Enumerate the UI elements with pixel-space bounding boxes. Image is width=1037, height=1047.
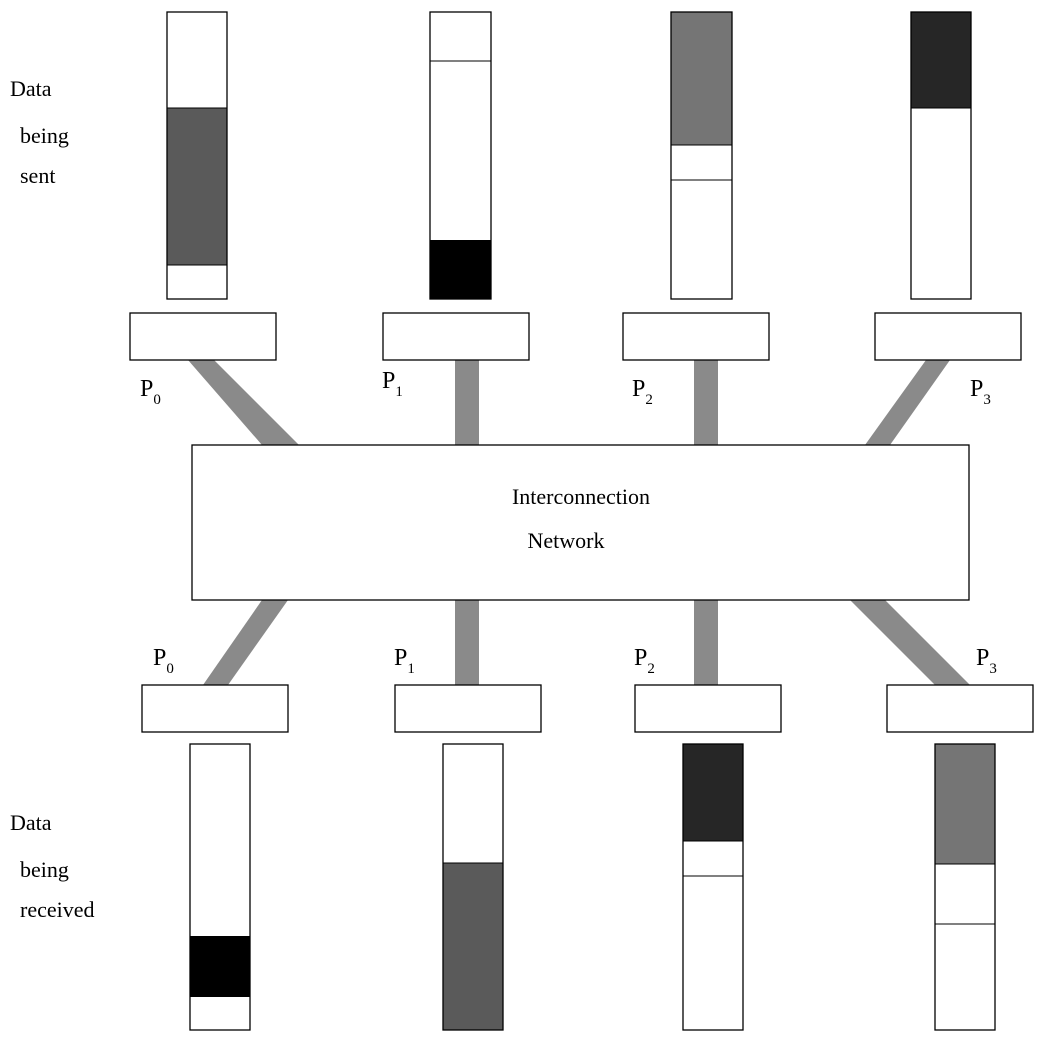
send-buffer-p3-outline bbox=[910, 11, 972, 300]
recv-buffer-p3-outline bbox=[934, 743, 996, 1031]
link-bottom-p3 bbox=[850, 600, 970, 685]
recv-buffer-p2 bbox=[682, 743, 744, 1031]
sent-label-line2: being bbox=[20, 123, 69, 148]
receiving-processors: P0 P1 P2 P3 bbox=[141, 645, 1034, 733]
sent-label-line3: sent bbox=[20, 163, 55, 188]
link-bottom-p2 bbox=[694, 600, 718, 685]
recv-buffer-p1-outline bbox=[442, 743, 504, 1031]
send-buffer-p1-outline bbox=[429, 11, 492, 300]
link-bottom-p0 bbox=[203, 600, 288, 685]
network-label-line1: Interconnection bbox=[512, 484, 650, 509]
send-buffer-p1-block-black bbox=[430, 240, 491, 299]
received-label-line1: Data bbox=[10, 810, 52, 835]
link-bottom-p1 bbox=[455, 600, 479, 685]
recv-processor-p1 bbox=[394, 684, 542, 733]
sent-label: Data being sent bbox=[10, 76, 69, 188]
send-processor-p3 bbox=[874, 312, 1022, 361]
send-buffer-p2-block-mid-gray bbox=[671, 12, 732, 145]
recv-buffer-p2-block-near-black bbox=[683, 744, 743, 841]
send-processor-p2 bbox=[622, 312, 770, 361]
received-label-line3: received bbox=[20, 897, 95, 922]
interconnection-network: Interconnection Network bbox=[191, 444, 970, 601]
send-label-p0: P0 bbox=[140, 376, 161, 408]
recv-label-p2: P2 bbox=[634, 645, 655, 677]
send-processor-p1 bbox=[382, 312, 530, 361]
sent-label-line1: Data bbox=[10, 76, 52, 101]
recv-buffer-p0-outline bbox=[189, 743, 251, 1031]
send-buffer-p0-block-dark-gray bbox=[167, 108, 227, 265]
send-buffer-p2 bbox=[670, 11, 733, 300]
send-buffer-p0-outline bbox=[166, 11, 228, 300]
recv-buffer-p1-block-dark-gray bbox=[443, 863, 503, 1030]
links bbox=[188, 360, 970, 685]
recv-label-p1: P1 bbox=[394, 645, 415, 677]
recv-buffer-p3 bbox=[934, 743, 996, 1031]
network-box bbox=[191, 444, 970, 601]
received-label-line2: being bbox=[20, 857, 69, 882]
link-top-p3 bbox=[865, 360, 950, 445]
recv-label-p0: P0 bbox=[153, 645, 174, 677]
recv-buffer-p2-outline bbox=[682, 743, 744, 1031]
send-label-p1: P1 bbox=[382, 368, 403, 400]
received-label: Data being received bbox=[10, 810, 95, 922]
link-top-p1 bbox=[455, 360, 479, 445]
send-label-p3: P3 bbox=[970, 376, 991, 408]
network-label-line2: Network bbox=[528, 528, 605, 553]
link-top-p2 bbox=[694, 360, 718, 445]
recv-processor-p0 bbox=[141, 684, 289, 733]
send-processor-p0 bbox=[129, 312, 277, 361]
recv-processor-p2 bbox=[634, 684, 782, 733]
recv-label-p3: P3 bbox=[976, 645, 997, 677]
send-buffers bbox=[166, 11, 972, 300]
recv-processor-p3 bbox=[886, 684, 1034, 733]
recv-buffer-p3-block-mid-gray bbox=[935, 744, 995, 864]
sending-processors: P0 P1 P2 P3 bbox=[129, 312, 1022, 408]
receive-buffers bbox=[189, 743, 996, 1031]
link-top-p0 bbox=[188, 360, 299, 445]
send-buffer-p3 bbox=[910, 11, 972, 300]
send-buffer-p3-block-near-black bbox=[911, 12, 971, 108]
send-buffer-p0 bbox=[166, 11, 228, 300]
send-buffer-p2-outline bbox=[670, 11, 733, 300]
send-buffer-p1 bbox=[429, 11, 492, 300]
recv-buffer-p0-block-black bbox=[190, 936, 250, 997]
recv-buffer-p0 bbox=[189, 743, 251, 1031]
recv-buffer-p1 bbox=[442, 743, 504, 1031]
send-label-p2: P2 bbox=[632, 376, 653, 408]
